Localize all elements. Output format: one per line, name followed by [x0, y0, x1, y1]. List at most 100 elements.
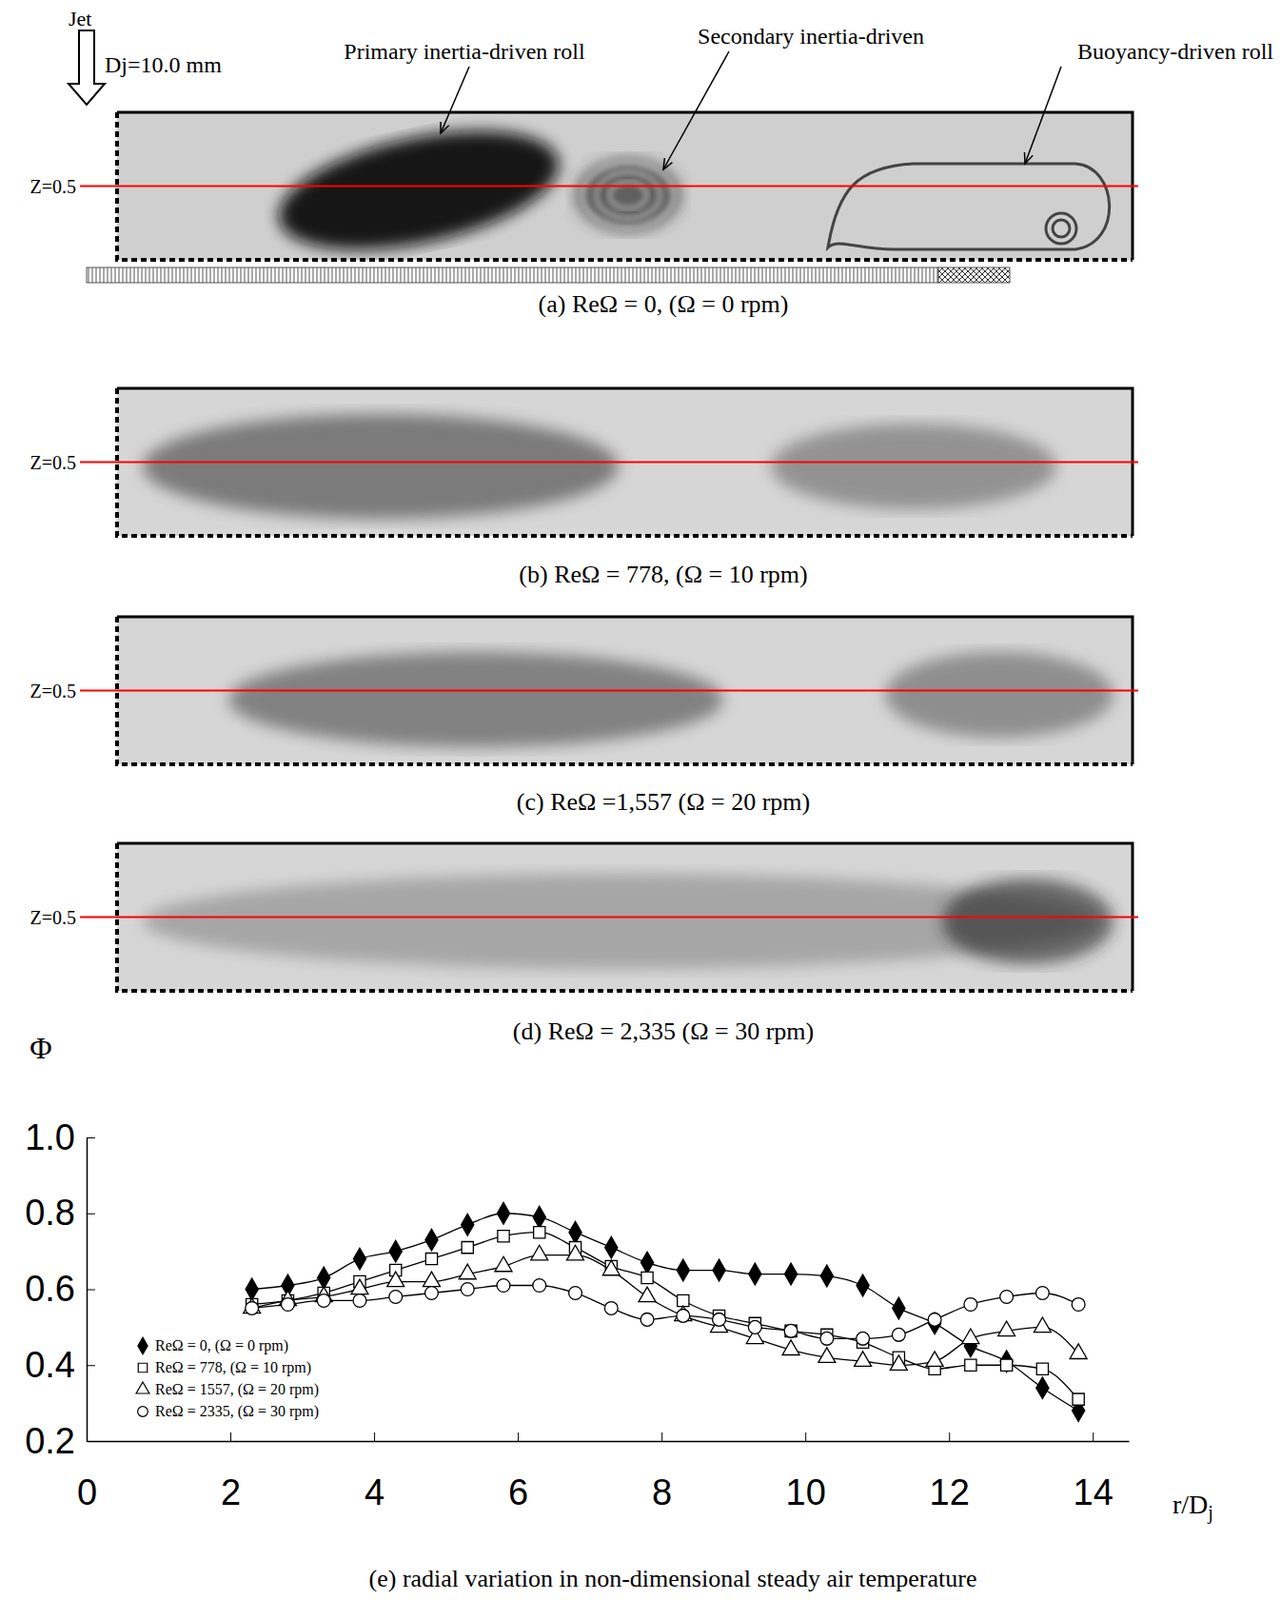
x-tick: 14	[1073, 1432, 1114, 1513]
y-tick-label: 1.0	[24, 1117, 76, 1158]
legend-marker	[137, 1406, 149, 1418]
data-point	[856, 1331, 870, 1345]
x-tick-label: 4	[364, 1472, 385, 1513]
y-tick-mark	[86, 1289, 96, 1291]
leader-head	[663, 157, 672, 170]
z-line	[79, 916, 1139, 919]
data-point	[998, 1320, 1016, 1337]
x-tick-label: 2	[220, 1472, 241, 1513]
flow-panel: Z=0.5	[30, 616, 1140, 765]
data-point	[532, 1279, 547, 1293]
data-point	[784, 1262, 797, 1285]
leader	[440, 66, 470, 134]
data-point	[854, 1351, 872, 1367]
flow-pattern	[142, 873, 1114, 969]
data-point	[461, 1213, 474, 1236]
series	[243, 1244, 1087, 1370]
data-point	[889, 1355, 907, 1371]
x-tick: 12	[929, 1432, 970, 1513]
data-point	[569, 1221, 582, 1243]
data-point	[1036, 1362, 1048, 1375]
leader	[663, 51, 730, 170]
legend-marker	[137, 1362, 147, 1372]
swirl	[1045, 213, 1077, 244]
data-point	[494, 1256, 513, 1272]
data-point	[856, 1274, 869, 1297]
x-tick: 8	[651, 1432, 672, 1513]
data-point	[748, 1320, 762, 1334]
data-point	[962, 1328, 980, 1344]
data-point	[497, 1230, 510, 1242]
legend-marker	[136, 1381, 150, 1394]
data-point	[458, 1263, 476, 1280]
legend-label: ReΩ = 2335, (Ω = 30 rpm)	[155, 1402, 319, 1420]
data-point	[965, 1359, 977, 1371]
data-point	[891, 1327, 906, 1341]
y-tick-label: 0.8	[24, 1192, 76, 1233]
data-point	[1072, 1393, 1084, 1405]
x-tick-label: 10	[786, 1472, 827, 1513]
z-label: Z=0.5	[30, 452, 78, 473]
x-tick-mark	[948, 1432, 950, 1441]
y-tick: 0.2	[24, 1420, 96, 1461]
data-point	[425, 1286, 439, 1301]
data-point	[1069, 1343, 1087, 1360]
data-point	[926, 1351, 944, 1367]
leader-head	[1024, 152, 1033, 164]
data-point	[460, 1282, 474, 1297]
data-point	[820, 1331, 834, 1345]
data-point	[496, 1202, 510, 1224]
jet-label: Jet	[68, 6, 92, 31]
legend: ReΩ = 0, (Ω = 0 rpm) ReΩ = 778, (Ω = 10 r…	[136, 1337, 319, 1420]
legend-marker	[137, 1337, 148, 1355]
data-point	[892, 1297, 906, 1320]
data-point	[1033, 1317, 1051, 1333]
data-point	[422, 1271, 440, 1287]
data-point	[641, 1271, 653, 1283]
series-line	[252, 1232, 1079, 1400]
y-tick-mark	[86, 1213, 96, 1215]
panel-caption: (d) ReΩ = 2,335 (Ω = 30 rpm)	[512, 1017, 814, 1045]
data-point	[316, 1294, 331, 1308]
legend-label: ReΩ = 0, (Ω = 0 rpm)	[155, 1337, 289, 1355]
data-point	[245, 1301, 259, 1316]
legend-label: ReΩ = 1557, (Ω = 20 rpm)	[155, 1380, 319, 1399]
y-tick: 1.0	[24, 1117, 96, 1158]
series	[246, 1226, 1085, 1406]
flow-pattern	[268, 109, 1110, 272]
swirl	[582, 162, 673, 228]
plot-area	[243, 1202, 1087, 1421]
series-line	[252, 1255, 1079, 1366]
data-point	[640, 1251, 653, 1274]
data-point	[532, 1205, 546, 1228]
x-tick-label: 6	[508, 1472, 529, 1513]
data-point	[569, 1286, 583, 1301]
z-label: Z=0.5	[30, 680, 78, 702]
x-tick-mark	[805, 1432, 807, 1441]
y-tick-mark	[86, 1364, 96, 1366]
data-point	[604, 1301, 618, 1316]
data-point	[1035, 1286, 1049, 1301]
data-point	[425, 1252, 437, 1264]
y-axis-title: Φ	[29, 1030, 52, 1065]
y-axis: 0.20.40.60.81.0	[24, 1117, 96, 1461]
flow-pattern	[142, 413, 1057, 519]
data-point	[1036, 1377, 1049, 1400]
x-tick-mark	[374, 1432, 375, 1441]
data-point	[389, 1240, 402, 1262]
panel-caption: (b) ReΩ = 778, (Ω = 10 rpm)	[518, 560, 808, 589]
data-point	[640, 1312, 654, 1326]
figure: Z=0.5(a) ReΩ = 0, (Ω = 0 rpm)Z=0.5(b) Re…	[0, 0, 1281, 1600]
x-axis: 02468101214	[77, 1432, 1130, 1513]
x-tick-label: 8	[651, 1472, 672, 1513]
legend-label: ReΩ = 778, (Ω = 10 rpm)	[155, 1359, 312, 1377]
data-point	[820, 1264, 833, 1287]
swirl	[1052, 219, 1070, 237]
data-point	[387, 1271, 405, 1287]
roll	[268, 109, 570, 272]
x-tick: 6	[508, 1432, 529, 1513]
data-point	[281, 1298, 296, 1312]
roll	[142, 413, 619, 519]
data-point	[317, 1266, 331, 1289]
x-tick-label: 14	[1073, 1472, 1114, 1513]
